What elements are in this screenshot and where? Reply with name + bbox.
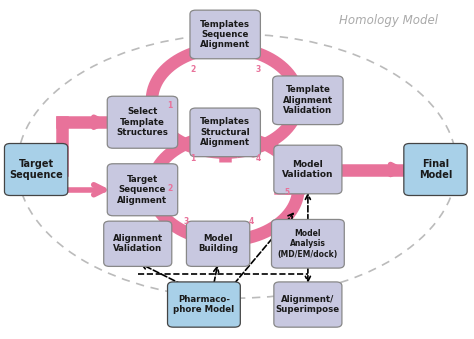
Text: 1: 1 <box>191 154 196 163</box>
FancyBboxPatch shape <box>272 219 344 268</box>
Text: Select
Template
Structures: Select Template Structures <box>117 107 168 137</box>
Text: 4: 4 <box>255 154 261 163</box>
Text: Homology Model: Homology Model <box>339 15 438 27</box>
FancyBboxPatch shape <box>107 164 178 216</box>
FancyBboxPatch shape <box>186 221 250 266</box>
Text: 3: 3 <box>184 217 189 226</box>
Text: 3: 3 <box>255 65 261 74</box>
FancyBboxPatch shape <box>190 108 260 157</box>
Text: Pharmaco-
phore Model: Pharmaco- phore Model <box>173 295 235 314</box>
FancyBboxPatch shape <box>167 282 240 327</box>
Text: 1: 1 <box>167 101 173 110</box>
Text: 4: 4 <box>248 217 254 226</box>
FancyBboxPatch shape <box>404 143 467 196</box>
Text: Alignment
Validation: Alignment Validation <box>113 234 163 254</box>
Text: Alignment/
Superimpose: Alignment/ Superimpose <box>276 295 340 314</box>
Text: Model
Analysis
(MD/EM/dock): Model Analysis (MD/EM/dock) <box>278 229 338 259</box>
Text: Model
Validation: Model Validation <box>282 160 334 179</box>
FancyBboxPatch shape <box>4 143 68 196</box>
Text: Model
Building: Model Building <box>198 234 238 254</box>
FancyBboxPatch shape <box>104 221 172 266</box>
FancyBboxPatch shape <box>107 96 178 148</box>
Text: Templates
Structural
Alignment: Templates Structural Alignment <box>200 117 250 147</box>
Text: Templates
Sequence
Alignment: Templates Sequence Alignment <box>200 20 250 49</box>
Text: Final
Model: Final Model <box>419 159 452 180</box>
FancyBboxPatch shape <box>273 76 343 125</box>
Text: Target
Sequence: Target Sequence <box>9 159 63 180</box>
FancyBboxPatch shape <box>274 145 342 194</box>
FancyBboxPatch shape <box>274 282 342 327</box>
FancyBboxPatch shape <box>190 10 260 59</box>
Text: Template
Alignment
Validation: Template Alignment Validation <box>283 85 333 115</box>
Text: 5: 5 <box>284 188 289 197</box>
Text: Target
Sequence
Alignment: Target Sequence Alignment <box>118 175 167 205</box>
Text: 2: 2 <box>191 65 196 74</box>
Text: 2: 2 <box>167 184 173 193</box>
